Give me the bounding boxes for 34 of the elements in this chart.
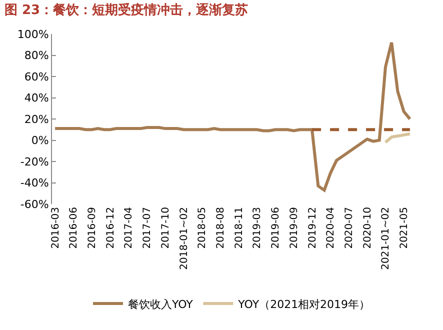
x-tick-label: 2017-07 xyxy=(142,207,154,249)
x-tick-label: 2018-11 xyxy=(234,207,245,249)
y-tick-label: -20% xyxy=(20,155,49,168)
chart-title: 图 23：餐饮：短期受疫情冲击，逐渐复苏 xyxy=(4,2,248,18)
x-tick-label: 2019-03 xyxy=(252,207,264,249)
y-tick-label: 20% xyxy=(24,112,49,126)
x-tick-label: 2019-09 xyxy=(288,207,300,249)
x-tick-label: 2016-03 xyxy=(50,207,62,249)
x-tick-label: 2018-08 xyxy=(216,207,227,249)
x-tick-label: 2016-06 xyxy=(68,207,80,249)
x-tick-label: 2020-04 xyxy=(326,207,337,249)
x-tick-label: 2020-07 xyxy=(344,207,355,249)
line-series xyxy=(54,41,412,192)
legend-label: YOY（2021相对2019年） xyxy=(237,298,370,311)
x-tick-label: 2017-10 xyxy=(160,207,172,249)
legend-label: 餐饮收入YOY xyxy=(128,298,194,311)
y-tick-label: -40% xyxy=(20,176,49,190)
x-tick-label: 2017-04 xyxy=(124,207,135,249)
y-tick-label: 0% xyxy=(31,134,49,148)
x-tick-label: 2020-10 xyxy=(362,207,374,249)
x-tick-label: 2016-12 xyxy=(105,207,116,249)
x-tick-label: 2018-05 xyxy=(197,207,208,249)
x-tick-label: 2019-06 xyxy=(270,207,282,249)
y-tick-label: 80% xyxy=(24,49,49,62)
x-tick-label: 2021-05 xyxy=(399,207,410,249)
x-tick-label: 2016-09 xyxy=(87,207,98,249)
y-tick-label: 40% xyxy=(24,92,49,105)
x-tick-label: 2021-01~02 xyxy=(380,207,392,270)
y-tick-label: 60% xyxy=(24,70,49,84)
x-tick-label: 2018-01~02 xyxy=(178,207,190,270)
y-tick-label: 100% xyxy=(17,28,49,41)
x-tick-label: 2019-12 xyxy=(307,207,318,249)
line-series xyxy=(384,132,412,144)
y-tick-label: -60% xyxy=(20,198,49,211)
